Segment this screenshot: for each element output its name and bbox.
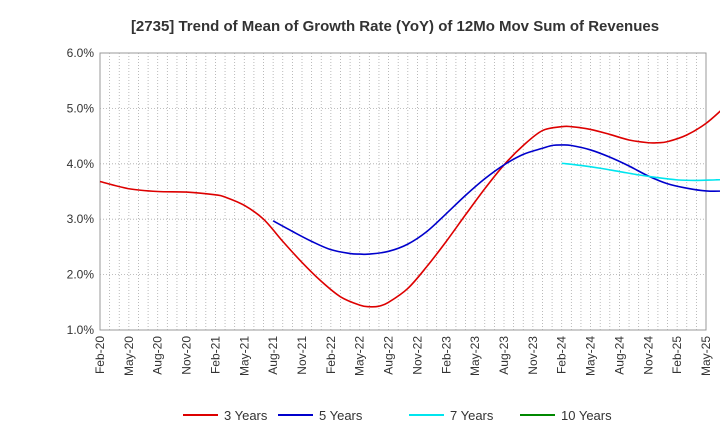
x-tick-label: May-24 <box>584 336 598 376</box>
legend-label: 5 Years <box>319 408 363 423</box>
legend-label: 7 Years <box>450 408 494 423</box>
series-line-5-years <box>272 144 720 256</box>
x-tick-label: Nov-21 <box>295 336 309 375</box>
x-tick-label: Feb-24 <box>555 336 569 374</box>
x-tick-label: Feb-21 <box>208 336 222 374</box>
x-tick-label: Aug-24 <box>612 336 626 375</box>
y-tick-label: 4.0% <box>67 157 95 171</box>
x-tick-label: Nov-23 <box>526 336 540 375</box>
series-line-3-years <box>99 110 720 308</box>
x-tick-label: May-23 <box>468 336 482 376</box>
y-tick-label: 1.0% <box>67 323 95 337</box>
x-tick-label: Feb-23 <box>439 336 453 374</box>
y-tick-label: 3.0% <box>67 212 95 226</box>
x-tick-label: Aug-23 <box>497 336 511 375</box>
plot-area <box>99 52 707 331</box>
legend-label: 10 Years <box>561 408 612 423</box>
x-tick-label: Nov-24 <box>641 336 655 375</box>
y-tick-label: 5.0% <box>67 101 95 115</box>
y-tick-label: 6.0% <box>67 46 95 60</box>
x-tick-label: Nov-20 <box>180 336 194 375</box>
x-tick-label: May-21 <box>237 336 251 376</box>
series-line-7-years <box>561 162 720 182</box>
x-tick-label: Feb-20 <box>93 336 107 374</box>
x-tick-label: May-22 <box>353 336 367 376</box>
x-tick-label: May-25 <box>699 336 713 376</box>
x-tick-label: Nov-22 <box>410 336 424 375</box>
chart-title: [2735] Trend of Mean of Growth Rate (YoY… <box>131 18 659 35</box>
x-tick-label: Aug-20 <box>151 336 165 375</box>
y-tick-label: 2.0% <box>67 268 95 282</box>
x-tick-label: Feb-22 <box>324 336 338 374</box>
x-tick-label: May-20 <box>122 336 136 376</box>
x-tick-label: Aug-21 <box>266 336 280 375</box>
legend-label: 3 Years <box>224 408 268 423</box>
x-tick-label: Aug-22 <box>382 336 396 375</box>
x-tick-label: Feb-25 <box>670 336 684 374</box>
